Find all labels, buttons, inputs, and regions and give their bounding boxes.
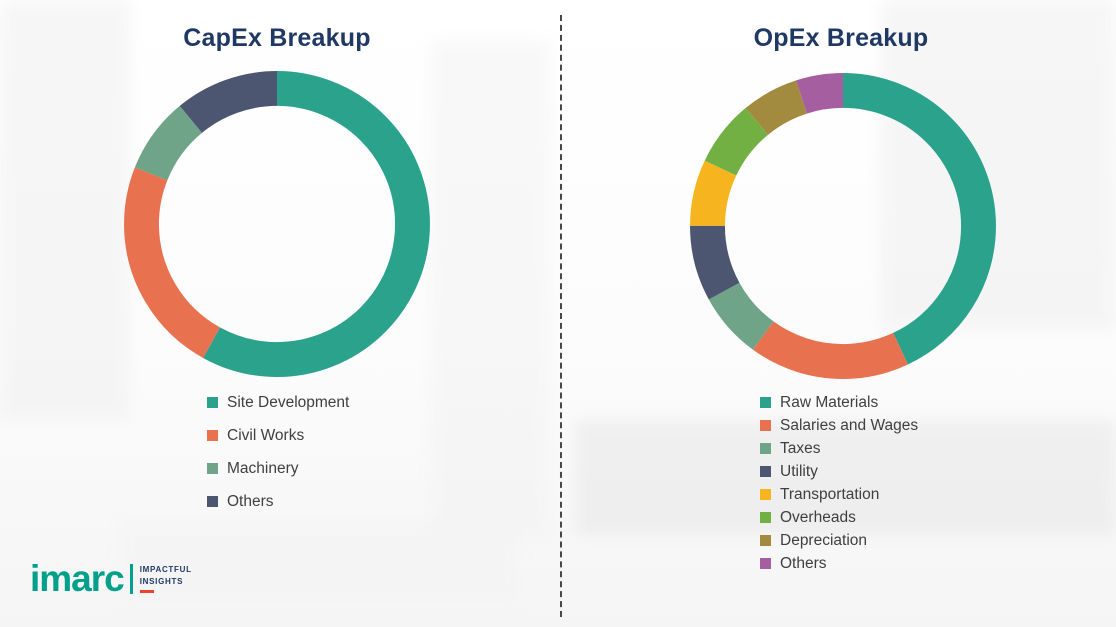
legend-item: Utility [760,460,918,483]
opex-chart-title: OpEx Breakup [753,24,929,52]
legend-marker [760,420,771,431]
background-image [0,0,130,420]
legend-marker [760,535,771,546]
legend-item: Overheads [760,506,918,529]
logo-brand-text: imarc [30,558,125,599]
opex-legend: Raw Materials Salaries and Wages Taxes Util… [760,391,918,575]
logo-tagline: IMPACTFUL INSIGHTS [139,564,192,593]
legend-marker [760,558,771,569]
logo-tagline-line1: IMPACTFUL [139,565,192,575]
legend-label: Utility [780,462,818,480]
legend-item: Transportation [760,483,918,506]
legend-label: Taxes [780,439,821,457]
donut-segment-others [124,71,430,377]
legend-item: Depreciation [760,529,918,552]
legend-label: Overheads [780,508,856,526]
legend-item: Salaries and Wages [760,414,918,437]
capex-chart-title: CapEx Breakup [183,24,371,52]
capex-donut-chart [124,71,430,377]
legend-item: Others [207,485,349,518]
donut-segment-utility [690,73,996,379]
donut-segment-others [690,73,996,379]
legend-label: Depreciation [780,531,868,549]
donut-segment-salaries-and-wages [690,73,996,379]
legend-label: Others [780,554,827,572]
legend-label: Salaries and Wages [780,416,919,434]
logo-divider-bar [129,563,133,594]
donut-segment-civil-works [124,71,430,377]
legend-label: Transportation [780,485,880,503]
legend-label: Civil Works [227,426,305,444]
legend-item: Civil Works [207,419,349,452]
legend-item: Taxes [760,437,918,460]
legend-label: Others [227,492,274,510]
legend-label: Site Development [227,393,350,411]
legend-item: Site Development [207,386,349,419]
legend-item: Others [760,552,918,575]
divider-line [560,15,562,617]
legend-item: Raw Materials [760,391,918,414]
legend-marker [207,397,218,408]
logo-tagline-line2: INSIGHTS [139,577,184,586]
legend-marker [760,397,771,408]
opex-donut-chart [690,73,996,379]
legend-marker [207,463,218,474]
legend-item: Machinery [207,452,349,485]
legend-marker [760,443,771,454]
legend-marker [760,489,771,500]
background-image [430,40,550,540]
legend-label: Machinery [227,459,299,477]
legend-marker [207,430,218,441]
legend-label: Raw Materials [780,393,879,411]
legend-marker [760,512,771,523]
legend-marker [207,496,218,507]
logo-accent [139,589,154,593]
capex-legend: Site Development Civil Works Machinery Othe… [207,386,349,518]
legend-marker [760,466,771,477]
imarc-logo: imarc IMPACTFUL INSIGHTS [30,560,192,597]
